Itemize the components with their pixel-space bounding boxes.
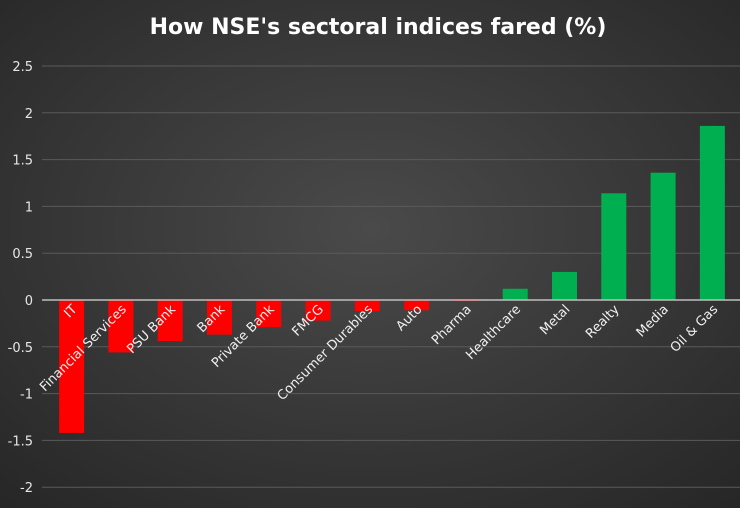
bar [256,300,282,328]
y-tick-label: 0.5 [12,247,33,262]
y-tick-label: -1 [20,388,33,403]
y-tick-label: -2 [20,481,33,496]
bar [305,300,331,321]
bar [108,300,134,353]
bar [59,300,85,433]
y-tick-label: 2.5 [12,60,33,75]
chart-title: How NSE's sectoral indices fared (%) [150,15,607,40]
bar [404,300,430,311]
bar [650,172,676,300]
y-tick-label: 0 [25,294,33,309]
y-tick-label: 1.5 [12,154,33,169]
bar [207,300,232,335]
bar [699,125,725,301]
bar [354,300,380,312]
bar [157,300,183,342]
y-tick-label: -1.5 [8,434,33,449]
bar [601,193,627,300]
y-tick-label: -0.5 [8,341,33,356]
y-tick-label: 2 [25,107,33,122]
bar [552,271,577,300]
y-tick-label: 1 [25,200,33,215]
bar [502,288,528,300]
